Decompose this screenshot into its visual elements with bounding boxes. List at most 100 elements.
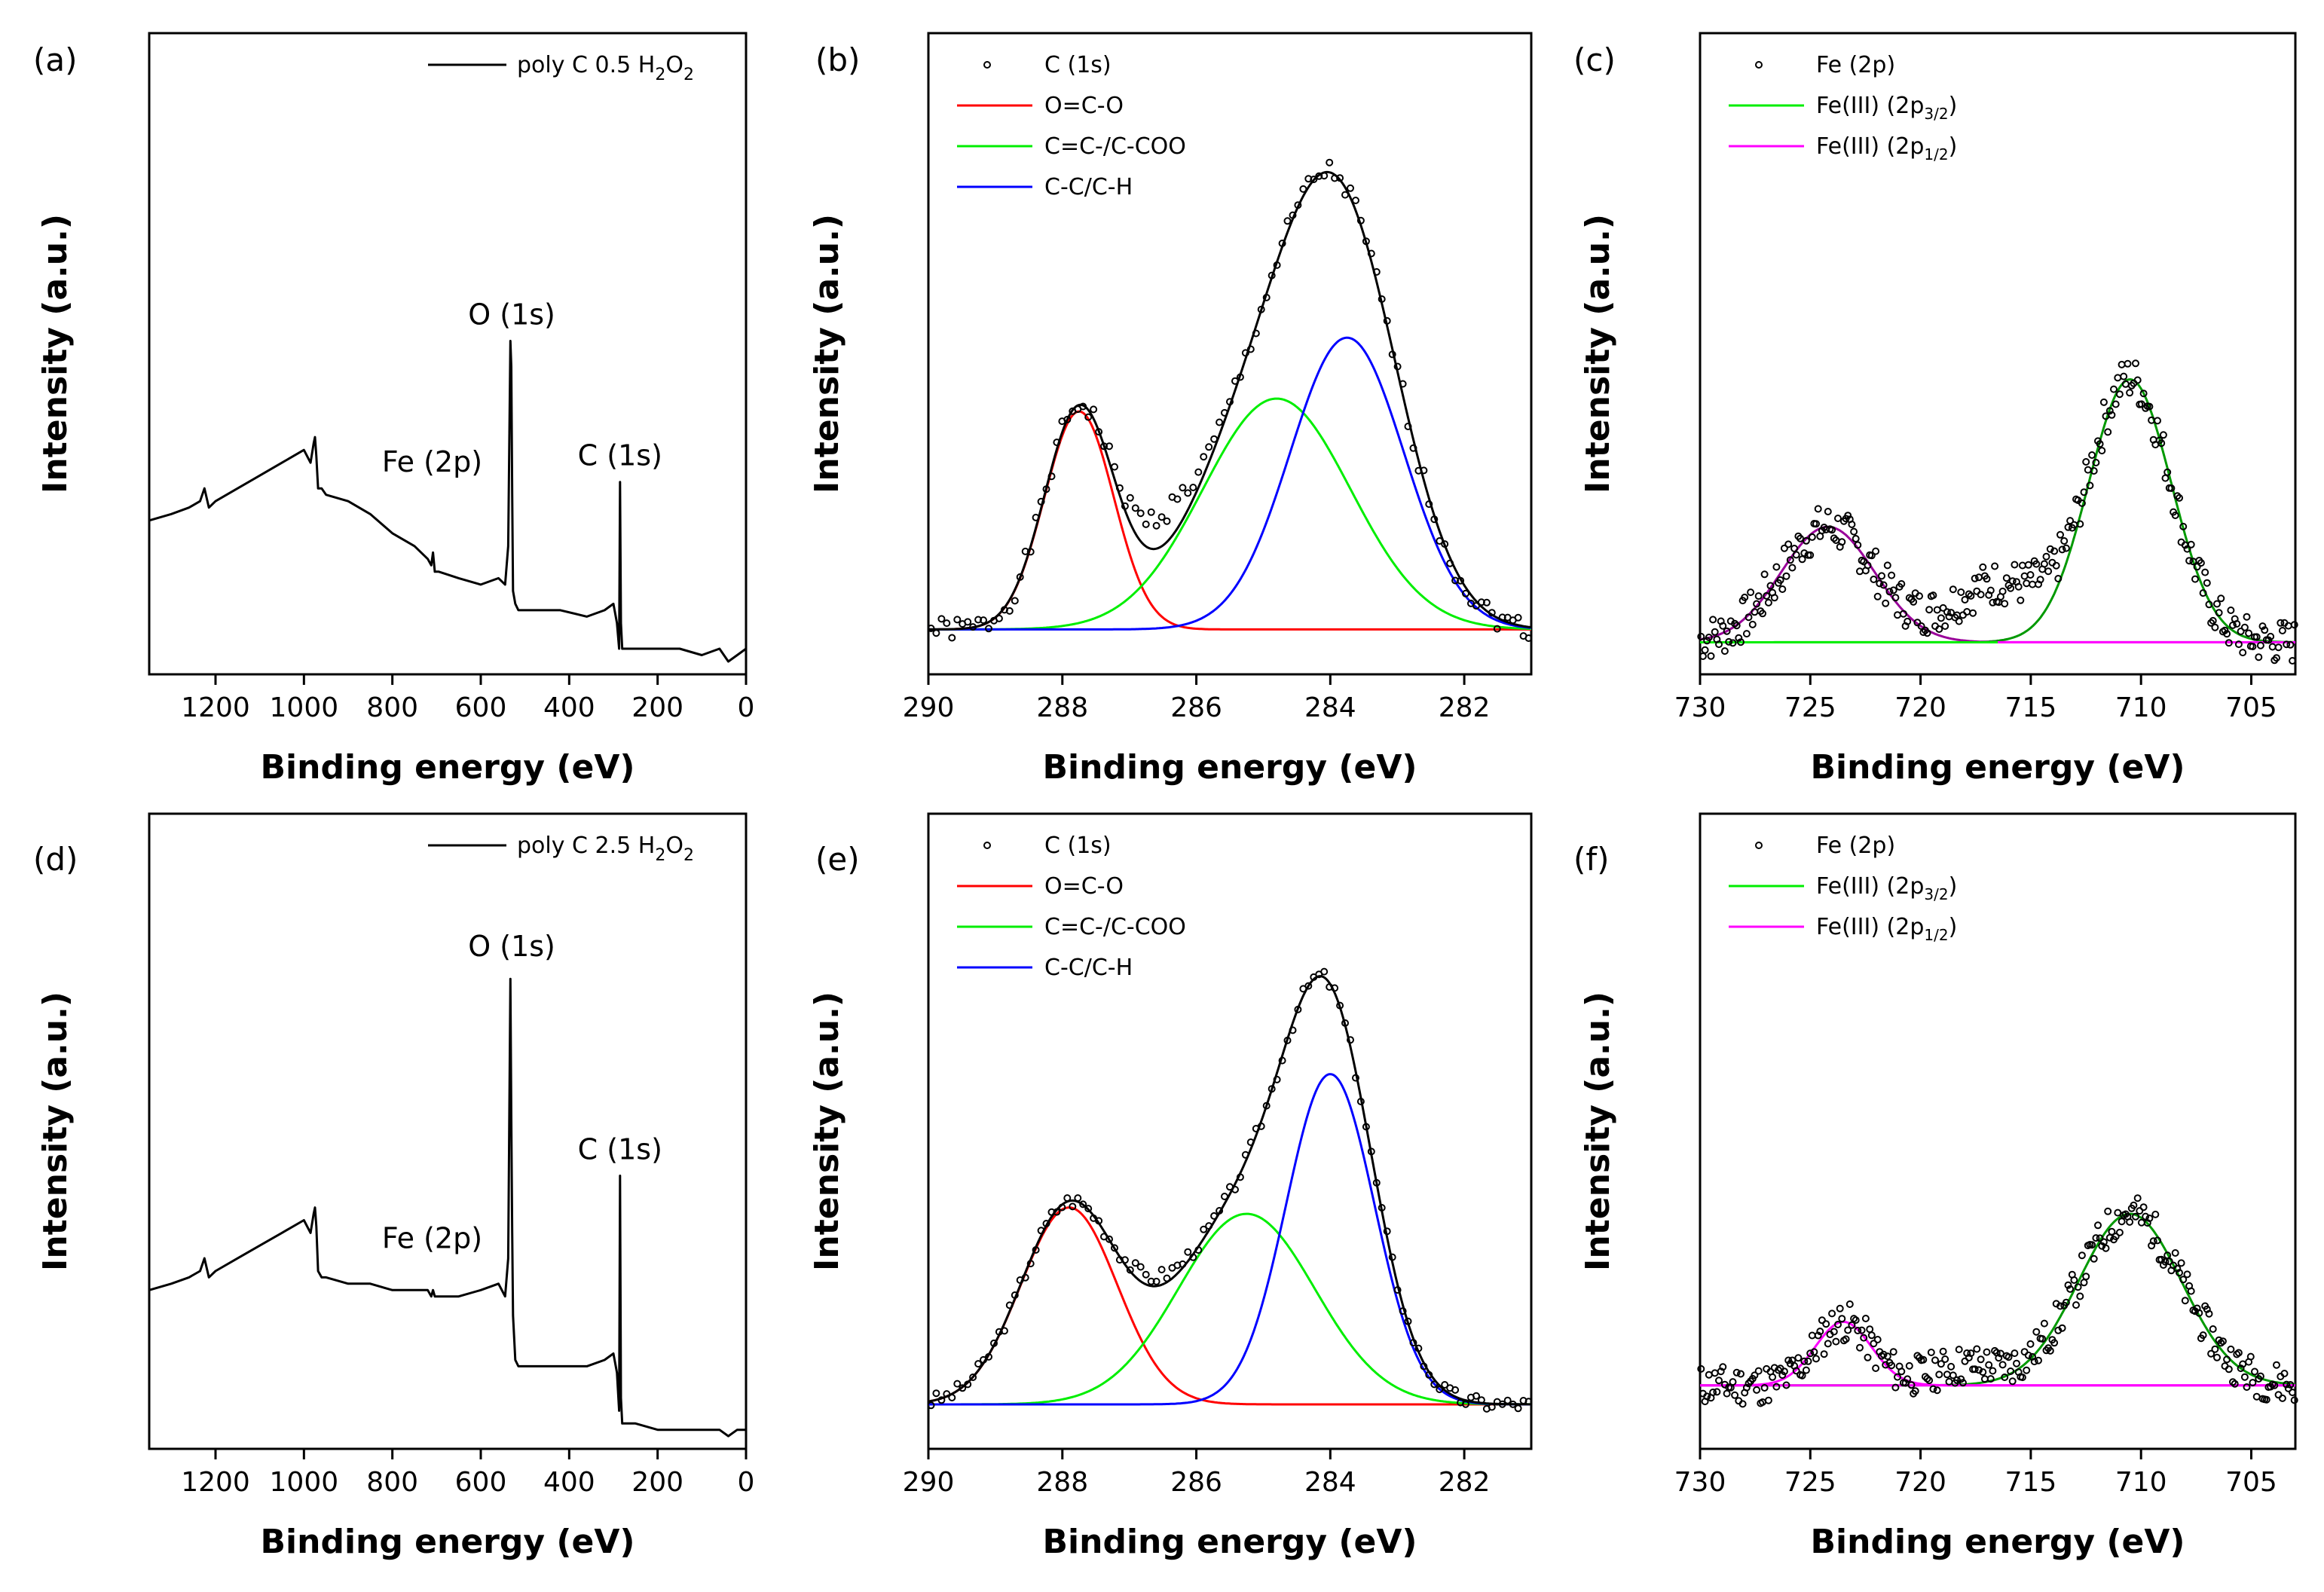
data-point [1005, 607, 1014, 615]
x-tick-label-d-0: 0 [738, 1467, 755, 1498]
data-point [1409, 1339, 1417, 1347]
data-point [1879, 1350, 1888, 1358]
data-point [1095, 428, 1103, 436]
panel-b: (b) 290 288 286 284 282 Binding energy (eV) Int… [808, 32, 1533, 787]
data-point [1754, 1367, 1763, 1375]
legend-label-e-2: C=C-/C-COO [1044, 914, 1186, 940]
data-point [2007, 584, 2015, 592]
data-point [1524, 1398, 1533, 1406]
data-point [1806, 1349, 1815, 1358]
data-point [1792, 551, 1800, 559]
data-point [2142, 404, 2150, 412]
data-point [1179, 484, 1187, 492]
data-point [2024, 561, 2032, 569]
data-point [1870, 1340, 1878, 1348]
annotation-a-2: C (1s) [578, 439, 662, 472]
data-point [1935, 625, 1943, 633]
data-point [1053, 438, 1061, 447]
data-point [1731, 619, 1739, 628]
data-point [1488, 609, 1496, 617]
data-point [2001, 600, 2009, 608]
data-point [2018, 561, 2026, 570]
data-point [1037, 497, 1045, 506]
x-tick-label-b-284: 284 [1304, 692, 1356, 723]
data-point [2273, 1361, 2280, 1369]
data-point [1701, 646, 1709, 654]
data-point [2151, 1210, 2160, 1218]
data-point [1697, 1364, 1705, 1373]
data-point [1262, 293, 1271, 301]
x-tick-label-e-288: 288 [1036, 1467, 1088, 1498]
data-point [1802, 1366, 1810, 1374]
axis-frame-f [1699, 812, 2297, 1450]
x-tick-label-e-290: 290 [903, 1467, 955, 1498]
data-point [1503, 1396, 1512, 1404]
data-point [1763, 591, 1771, 600]
data-point [1210, 435, 1219, 443]
data-point [1404, 423, 1412, 430]
data-point [1967, 1349, 1975, 1358]
data-point [2234, 1349, 2243, 1357]
data-point [1913, 1352, 1922, 1360]
x-axis-title-a: Binding energy (eV) [261, 748, 635, 787]
data-point [1136, 1263, 1145, 1271]
data-point [2118, 360, 2126, 368]
data-point [2191, 575, 2199, 583]
data-point [1741, 593, 1749, 601]
data-point [1729, 639, 1737, 647]
x-tick-label-b-282: 282 [1439, 692, 1491, 723]
data-point [1894, 1373, 1901, 1381]
data-point [1514, 613, 1522, 622]
data-point [1971, 574, 1979, 582]
data-point [1725, 637, 1733, 646]
data-point [2078, 499, 2086, 507]
data-point [1854, 1327, 1862, 1334]
data-point [2211, 1345, 2219, 1353]
data-point [1842, 1335, 1850, 1343]
component-b-2 [928, 336, 1532, 631]
data-point [969, 623, 977, 631]
data-point [2273, 654, 2280, 662]
x-axis-title-c: Binding energy (eV) [1811, 748, 2185, 787]
data-point [1832, 1337, 1840, 1346]
x-tick-label-d-1000: 1000 [270, 1467, 339, 1498]
legend-label-f-2: Fe(III) (2p1/2) [1816, 914, 1957, 944]
data-point [2098, 447, 2106, 455]
data-point [2145, 402, 2154, 411]
data-point [1820, 1350, 1828, 1358]
data-point [2142, 1212, 2150, 1221]
data-point [1246, 1138, 1255, 1146]
data-point [1000, 1327, 1008, 1335]
data-point [2026, 571, 2035, 579]
data-point [1705, 1370, 1713, 1379]
annotation-a-1: Fe (2p) [382, 445, 482, 478]
axis-frame-d [148, 812, 748, 1450]
envelope-line-e [928, 975, 1531, 1406]
data-point [2088, 1241, 2096, 1249]
data-point [2246, 1352, 2255, 1361]
data-point [1709, 1389, 1717, 1396]
data-point [2035, 1356, 2042, 1364]
data-point [1194, 1246, 1203, 1254]
legend-label-e-1: O=C-O [1044, 873, 1124, 900]
data-point [1998, 1361, 2007, 1369]
data-point [2114, 374, 2122, 382]
data-point [1891, 594, 1900, 602]
component-e-1 [928, 1212, 1531, 1406]
data-point [1194, 468, 1203, 476]
data-point [2176, 1269, 2183, 1277]
data-point [1241, 1150, 1249, 1159]
data-point [1808, 1331, 1816, 1340]
data-point [1983, 575, 1991, 583]
data-point [2231, 1380, 2239, 1388]
data-point [1326, 158, 1334, 167]
data-point [2283, 1380, 2291, 1389]
legend-marker-e [983, 842, 991, 849]
data-point [1838, 538, 1846, 546]
data-point [2213, 1353, 2221, 1361]
data-point [1776, 576, 1784, 584]
data-point [2056, 1302, 2064, 1310]
data-point [2008, 1377, 2017, 1386]
annotation-d-1: Fe (2p) [382, 1222, 482, 1255]
data-point [1780, 544, 1788, 552]
